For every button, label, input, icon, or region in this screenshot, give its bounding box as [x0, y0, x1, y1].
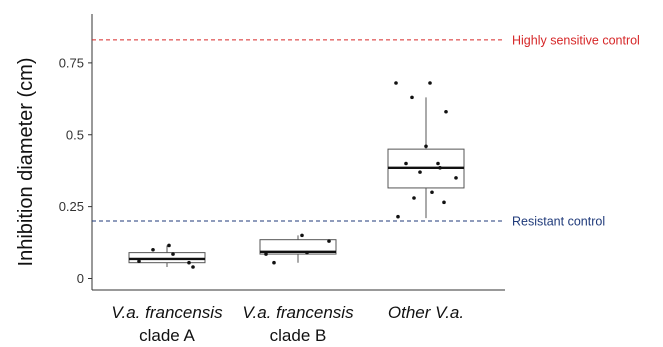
data-point: [187, 260, 191, 265]
data-point: [327, 239, 331, 243]
category-label-line2: clade B: [270, 326, 327, 345]
data-point: [394, 81, 398, 85]
category-labels: V.a. francensis clade A V.a. francensis cla…: [111, 303, 464, 345]
y-tick-label: 0.25: [59, 199, 84, 214]
y-axis-label: Inhibition diameter (cm): [15, 58, 37, 267]
data-point: [438, 166, 442, 170]
y-ticks: 0 0.25 0.5 0.75: [59, 55, 92, 286]
data-point: [167, 243, 171, 248]
y-tick-label: 0.75: [59, 55, 84, 70]
data-point: [264, 252, 268, 256]
category-label-line1: V.a. francensis: [242, 303, 354, 322]
box-iqr: [128, 252, 206, 264]
data-point: [151, 247, 155, 252]
data-point: [410, 95, 414, 100]
data-points: [137, 81, 458, 269]
box-iqr: [259, 239, 337, 255]
data-point: [396, 214, 400, 219]
data-point: [444, 109, 448, 114]
data-point: [454, 176, 458, 180]
y-tick-label: 0.5: [66, 127, 84, 142]
category-label-line1: Other V.a.: [388, 303, 464, 322]
reference-lines: Highly sensitive control Resistant contro…: [92, 33, 640, 229]
axes: [91, 14, 505, 291]
reference-line-label: Highly sensitive control: [512, 33, 640, 47]
y-tick-label: 0: [77, 271, 84, 286]
data-point: [418, 170, 422, 174]
data-point: [430, 190, 434, 195]
data-point: [404, 161, 408, 166]
reference-line-label: Resistant control: [512, 215, 605, 229]
data-point: [412, 196, 416, 200]
data-point: [171, 252, 175, 256]
category-label-line2: clade A: [139, 326, 195, 345]
data-point: [442, 200, 446, 205]
data-point: [272, 260, 276, 265]
data-point: [191, 265, 195, 269]
data-point: [137, 259, 141, 264]
category-label-line1: V.a. francensis: [111, 303, 223, 322]
data-point: [305, 250, 309, 255]
boxes: [128, 97, 465, 267]
data-point: [300, 233, 304, 238]
data-point: [428, 81, 432, 85]
data-point: [436, 161, 440, 166]
data-point: [424, 144, 428, 149]
